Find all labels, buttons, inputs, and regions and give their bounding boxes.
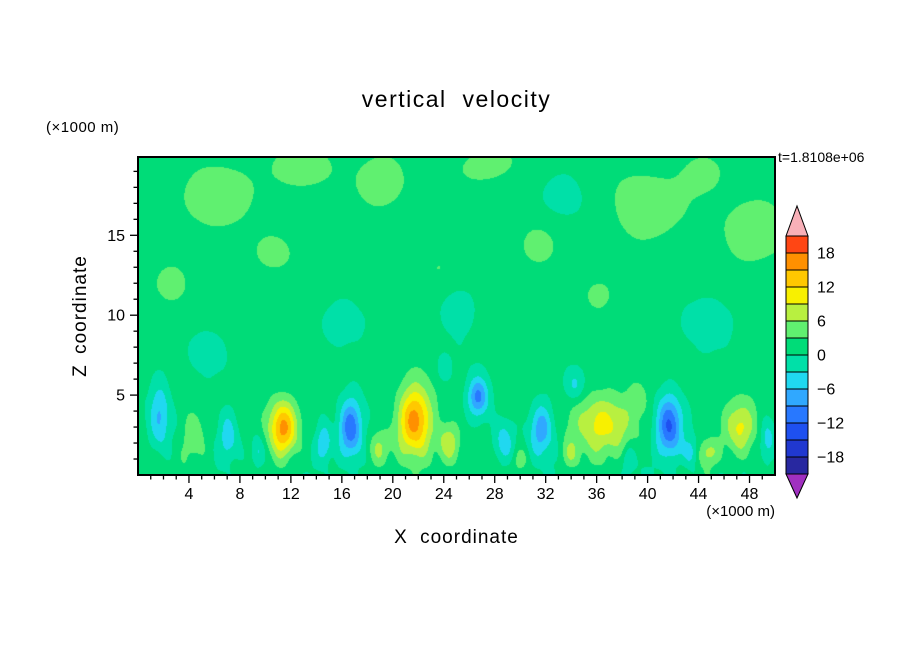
- svg-text:28: 28: [486, 486, 504, 503]
- svg-text:6: 6: [817, 314, 826, 331]
- svg-text:10: 10: [107, 308, 125, 325]
- svg-text:48: 48: [741, 486, 759, 503]
- svg-text:15: 15: [107, 228, 125, 245]
- svg-text:12: 12: [817, 280, 835, 297]
- svg-text:4: 4: [185, 486, 194, 503]
- svg-text:40: 40: [639, 486, 657, 503]
- x-axis-units-label: (×1000 m): [706, 503, 775, 520]
- svg-text:−6: −6: [817, 382, 835, 399]
- svg-text:18: 18: [817, 246, 835, 263]
- colorbar: 18 12 6 0 −6 −12 −18: [785, 204, 844, 500]
- svg-text:20: 20: [384, 486, 402, 503]
- svg-text:36: 36: [588, 486, 606, 503]
- svg-text:5: 5: [116, 388, 125, 405]
- svg-text:−18: −18: [817, 450, 844, 467]
- y-axis-units-label: (×1000 m): [46, 119, 120, 136]
- chart-title: vertical velocity: [361, 86, 552, 112]
- svg-text:32: 32: [537, 486, 555, 503]
- y-axis-label: Z coordinate: [70, 255, 91, 377]
- svg-text:0: 0: [817, 348, 826, 365]
- svg-text:12: 12: [282, 486, 300, 503]
- time-label: t=1.8108e+06: [778, 149, 865, 165]
- svg-text:8: 8: [235, 486, 244, 503]
- svg-text:24: 24: [435, 486, 453, 503]
- svg-text:−12: −12: [817, 416, 844, 433]
- contour-field: [138, 157, 775, 475]
- svg-text:16: 16: [333, 486, 351, 503]
- svg-text:44: 44: [690, 486, 708, 503]
- x-axis-label: X coordinate: [394, 527, 519, 548]
